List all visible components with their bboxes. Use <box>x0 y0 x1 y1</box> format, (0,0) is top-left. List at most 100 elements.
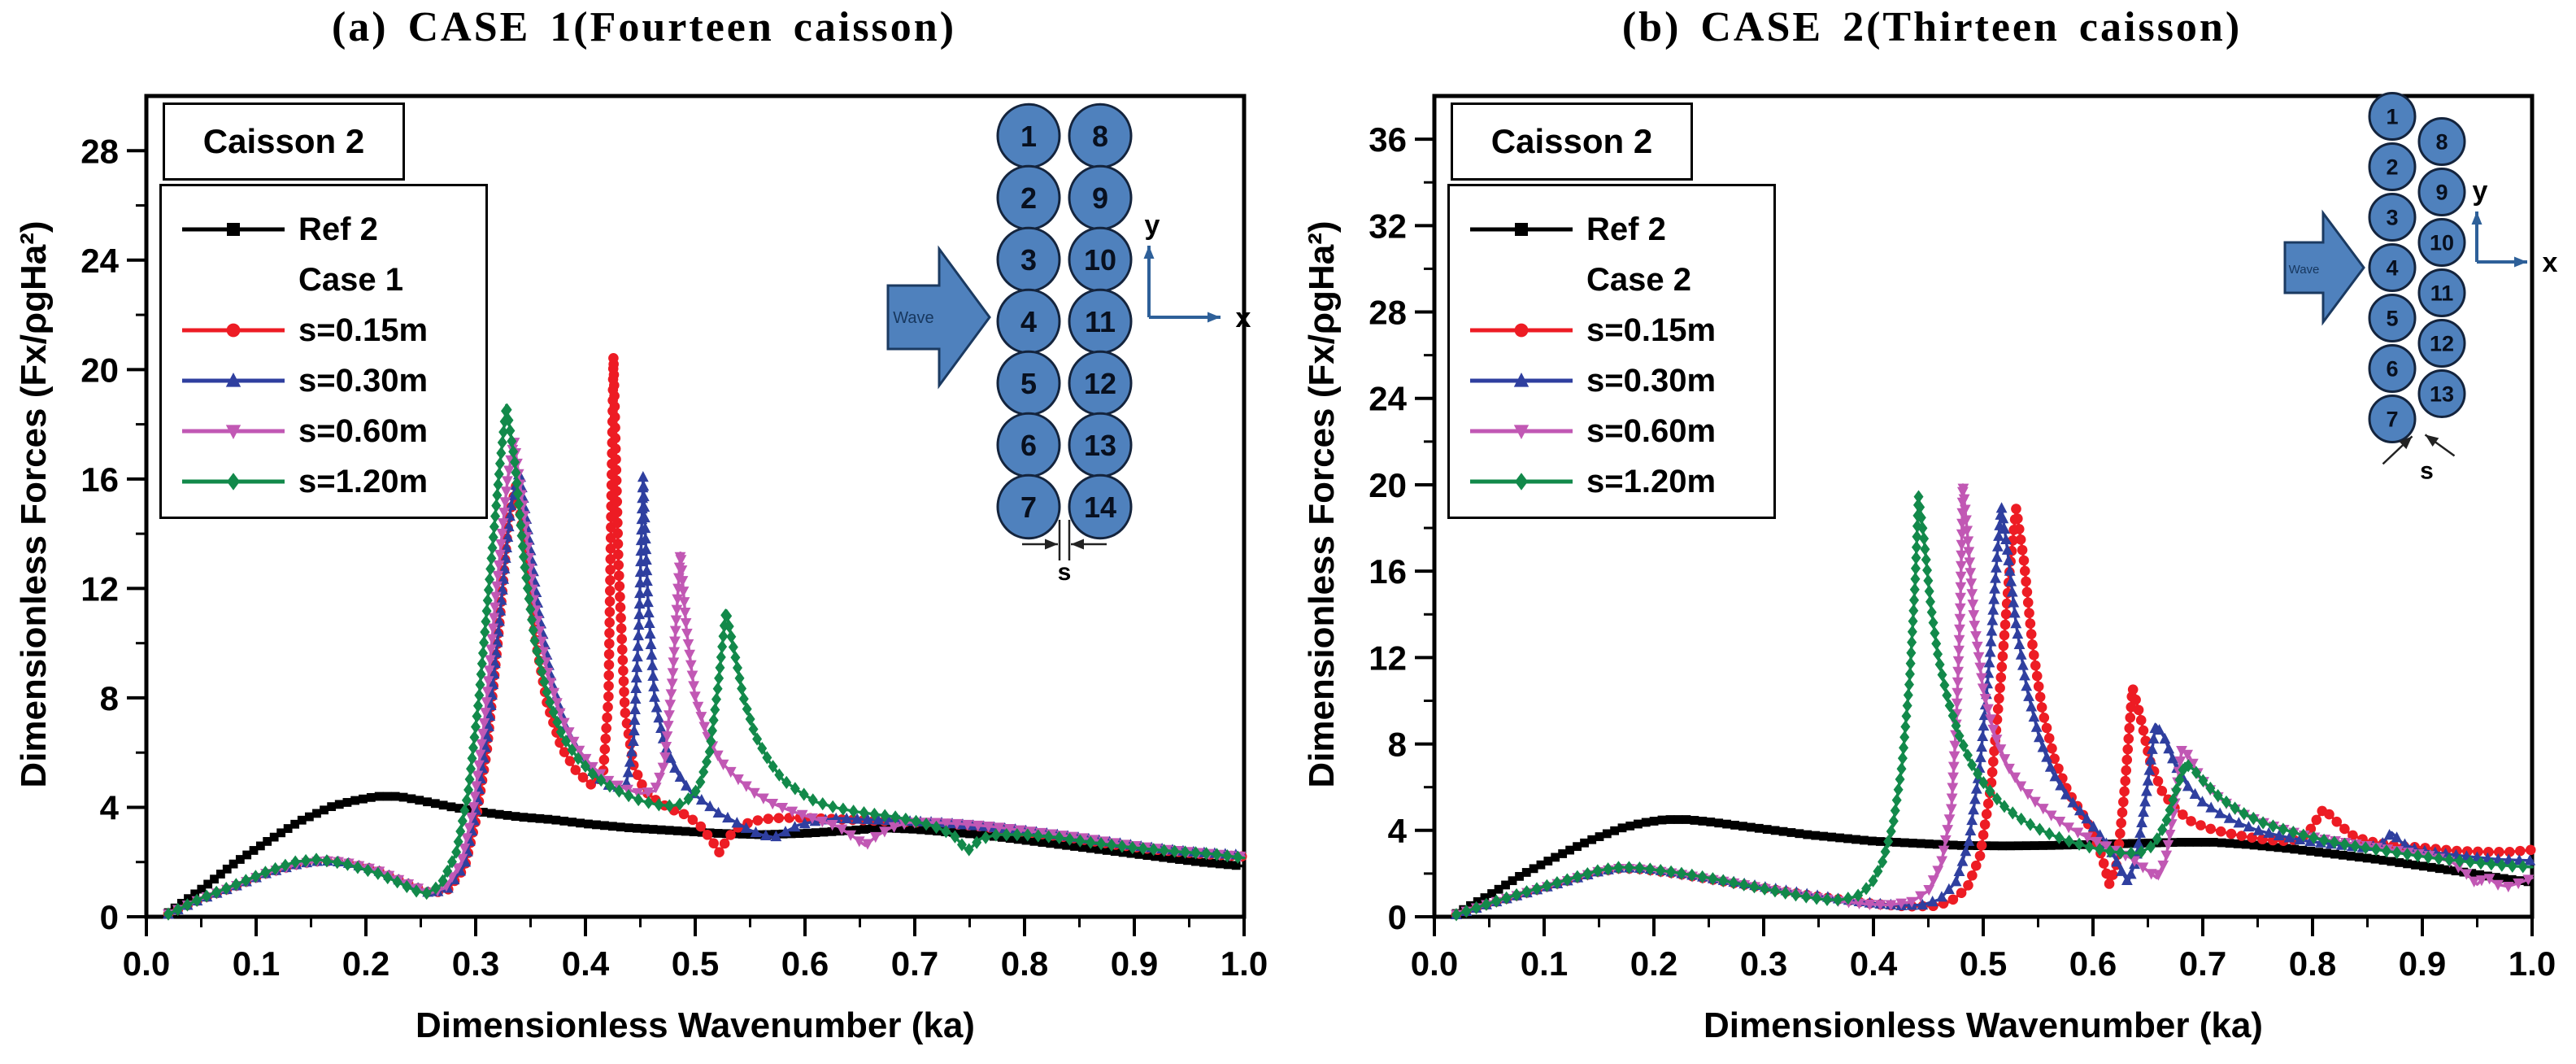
legend-label: s=0.30m <box>1586 362 1717 399</box>
panel-a: (a) CASE 1(Fourteen caisson) Dimensionle… <box>14 4 1268 1045</box>
x-tick-label: 0.6 <box>781 944 829 983</box>
legend-entry: s=0.60m <box>1450 406 1773 456</box>
x-tick-label: 0.0 <box>123 944 170 983</box>
legend-label: Ref 2 <box>298 211 378 247</box>
x-tick-label: 0.3 <box>1740 944 1787 983</box>
series-s-1.20m <box>163 403 1246 921</box>
x-tick-label: 1.0 <box>1221 944 1268 983</box>
panel-b-legend: Ref 2 Case 2 s=0.15m s=0.30m s=0.60m s=1.20m <box>1447 184 1776 519</box>
y-tick-label: 32 <box>1368 207 1407 245</box>
y-tick-label: 16 <box>80 460 119 499</box>
panel-b-caisson-label-box: Caisson 2 <box>1451 102 1693 181</box>
legend-entry: s=1.20m <box>1450 456 1773 507</box>
legend-label: s=0.60m <box>1586 412 1717 449</box>
y-tick-label: 36 <box>1368 120 1407 159</box>
y-tick-label: 16 <box>1368 552 1407 591</box>
axes: 0.0 0.1 0.2 0.3 0.4 0.5 0.6 0.7 0.8 0.9 1.0 0 4 8 12 16… <box>1368 94 2556 983</box>
y-tick-label: 12 <box>80 569 119 608</box>
series-markers <box>1451 490 2528 922</box>
x-tick-label: 0.5 <box>672 944 719 983</box>
legend-swatch <box>182 473 285 491</box>
x-tick-label: 0.2 <box>342 944 389 983</box>
y-tick-label: 24 <box>80 242 119 280</box>
y-tick-label: 8 <box>1388 726 1407 764</box>
legend-label: s=0.15m <box>298 312 429 348</box>
y-tick-label: 28 <box>1368 294 1407 332</box>
chart-canvas: 0.0 0.1 0.2 0.3 0.4 0.5 0.6 0.7 0.8 0.9 1.0 0 4 8 12 16… <box>1368 94 2556 983</box>
legend-label: Case 2 <box>1586 261 1691 298</box>
x-tick-label: 0.8 <box>2289 944 2336 983</box>
legend-swatch <box>1470 223 1573 236</box>
x-tick-label: 0.5 <box>1960 944 2007 983</box>
legend-swatch <box>182 373 285 387</box>
legend-entry: s=0.15m <box>162 305 485 355</box>
x-tick-label: 0.9 <box>1111 944 1158 983</box>
y-tick-label: 12 <box>1368 639 1407 677</box>
legend-entry: s=0.30m <box>162 355 485 406</box>
legend-label: Case 1 <box>298 261 403 298</box>
legend-group-label: Case 2 <box>1450 255 1773 305</box>
x-tick-label: 0.0 <box>1411 944 1458 983</box>
legend-label: s=0.30m <box>298 362 429 399</box>
legend-swatch <box>182 323 285 338</box>
panel-b-x-axis-title: Dimensionless Wavenumber (ka) <box>1704 1005 2263 1045</box>
legend-label: s=0.15m <box>1586 312 1717 348</box>
x-tick-label: 0.9 <box>2399 944 2446 983</box>
x-tick-label: 0.6 <box>2069 944 2117 983</box>
legend-swatch <box>1470 323 1573 338</box>
y-tick-label: 0 <box>100 898 119 936</box>
y-tick-label: 4 <box>100 788 120 826</box>
legend-swatch <box>182 425 285 439</box>
chart-canvas: 0.0 0.1 0.2 0.3 0.4 0.5 0.6 0.7 0.8 0.9 1.0 0 4 8 12 16… <box>80 94 1268 983</box>
legend-swatch <box>1470 425 1573 439</box>
x-tick-label: 0.2 <box>1630 944 1677 983</box>
series-ref-2 <box>163 791 1246 918</box>
y-tick-label: 24 <box>1368 380 1407 418</box>
series-s-1.20m <box>1451 490 2534 922</box>
axes: 0.0 0.1 0.2 0.3 0.4 0.5 0.6 0.7 0.8 0.9 1.0 0 4 8 12 16… <box>80 94 1268 983</box>
legend-label: s=1.20m <box>1586 463 1717 499</box>
panel-a-title: (a) CASE 1(Fourteen caisson) <box>331 4 957 50</box>
series-markers <box>163 403 1243 921</box>
legend-label: s=0.60m <box>298 412 429 449</box>
legend-entry: s=0.60m <box>162 406 485 456</box>
x-tick-label: 0.4 <box>562 944 610 983</box>
x-tick-label: 0.1 <box>233 944 280 983</box>
panel-b-title: (b) CASE 2(Thirteen caisson) <box>1621 4 2243 50</box>
legend-swatch <box>182 223 285 236</box>
legend-entry: Ref 2 <box>1450 204 1773 255</box>
panel-b: (b) CASE 2(Thirteen caisson) Dimensionle… <box>1288 0 2576 1064</box>
y-tick-label: 4 <box>1388 812 1408 850</box>
series-markers <box>1451 815 2533 918</box>
legend-swatch <box>1470 473 1573 491</box>
y-tick-label: 28 <box>80 132 119 170</box>
panel-a-x-axis-title: Dimensionless Wavenumber (ka) <box>416 1005 975 1045</box>
caisson-label: Caisson 2 <box>1490 122 1653 160</box>
legend-entry: s=0.30m <box>1450 355 1773 406</box>
legend-group-label: Case 1 <box>162 255 485 305</box>
legend-label: Ref 2 <box>1586 211 1666 247</box>
x-tick-label: 0.4 <box>1850 944 1898 983</box>
y-tick-label: 20 <box>80 351 119 389</box>
panel-a-legend: Ref 2 Case 1 s=0.15m s=0.30m s=0.60m s=1.20m <box>159 184 488 519</box>
legend-entry: s=1.20m <box>162 456 485 507</box>
series-line <box>167 795 1246 914</box>
legend-swatch <box>1470 373 1573 387</box>
legend-label: s=1.20m <box>298 463 429 499</box>
y-tick-label: 0 <box>1388 898 1407 936</box>
y-tick-label: 20 <box>1368 466 1407 504</box>
x-tick-label: 0.7 <box>2179 944 2226 983</box>
x-tick-label: 1.0 <box>2509 944 2556 983</box>
x-tick-label: 0.7 <box>891 944 938 983</box>
series-markers <box>163 791 1241 918</box>
caisson-label: Caisson 2 <box>202 122 365 160</box>
y-tick-label: 8 <box>100 679 119 717</box>
x-tick-label: 0.1 <box>1521 944 1568 983</box>
x-tick-label: 0.8 <box>1001 944 1048 983</box>
legend-entry: Ref 2 <box>162 204 485 255</box>
x-tick-label: 0.3 <box>452 944 499 983</box>
panel-a-caisson-label-box: Caisson 2 <box>163 102 405 181</box>
legend-entry: s=0.15m <box>1450 305 1773 355</box>
series-ref-2 <box>1451 815 2534 918</box>
